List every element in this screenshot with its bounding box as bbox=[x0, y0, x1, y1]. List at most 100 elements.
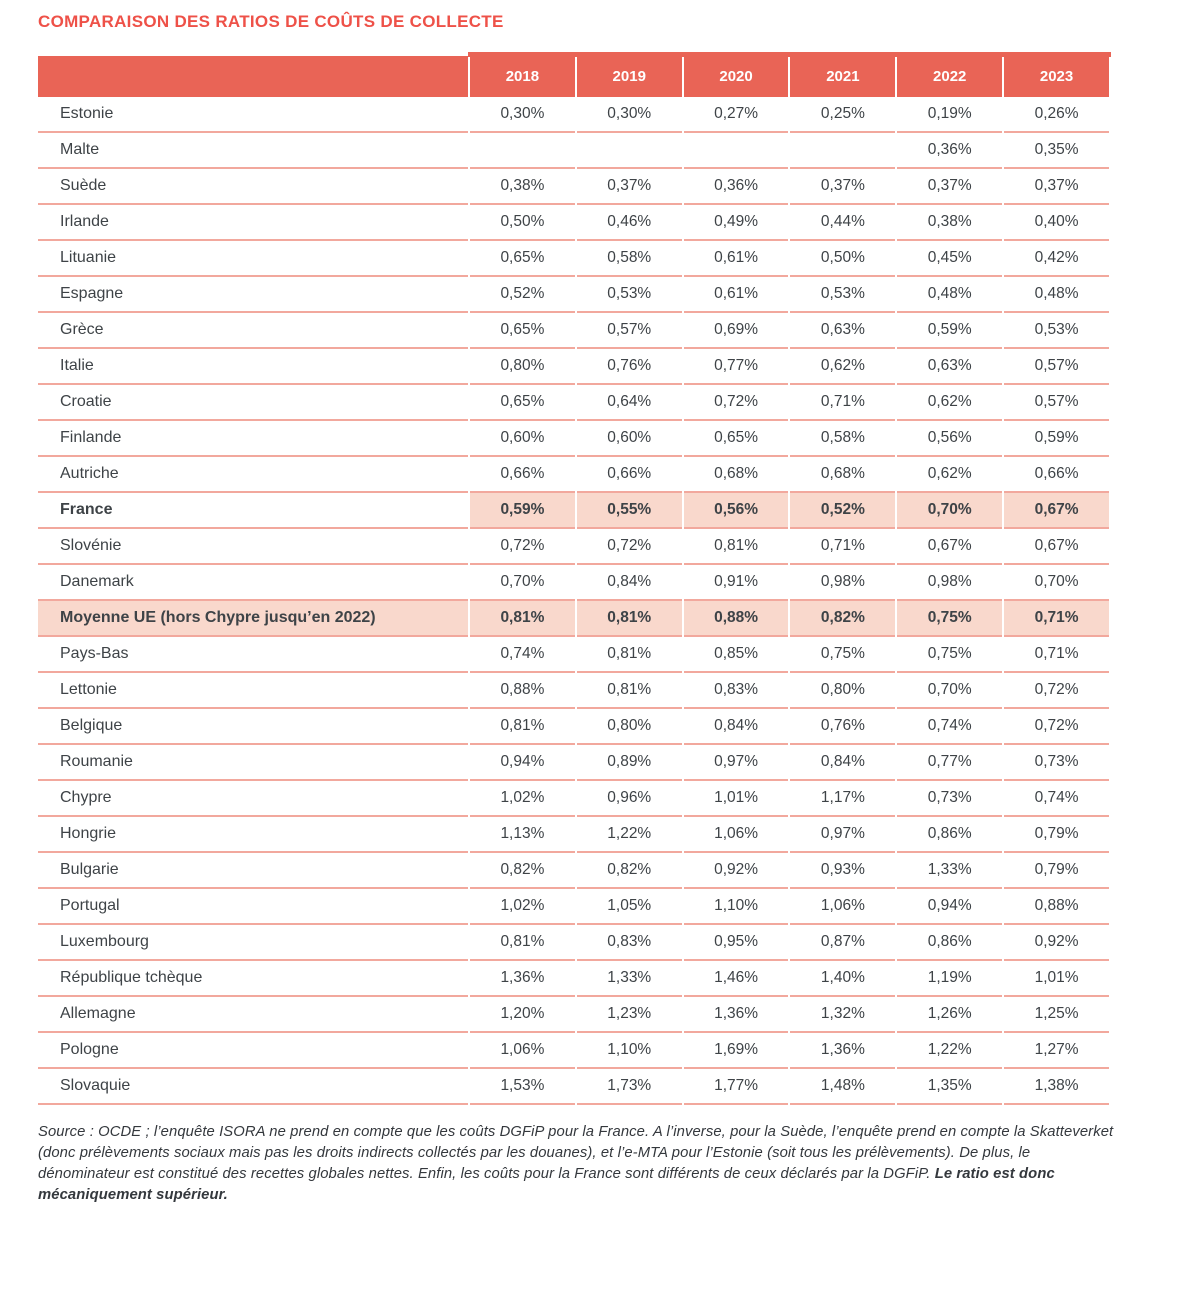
ratio-value: 0,82% bbox=[790, 601, 896, 637]
ratio-value: 0,37% bbox=[897, 169, 1003, 205]
ratio-value: 0,83% bbox=[576, 925, 682, 961]
cost-ratio-table: 2018 2019 2020 2021 2022 2023 Estonie 0,30% 0,3… bbox=[36, 52, 1111, 1105]
ratio-value: 0,85% bbox=[683, 637, 789, 673]
ratio-value: 0,64% bbox=[576, 385, 682, 421]
ratio-value: 0,37% bbox=[1004, 169, 1109, 205]
country-label: République tchèque bbox=[38, 961, 468, 997]
ratio-value: 1,20% bbox=[470, 997, 575, 1033]
table-row: Italie 0,80% 0,76% 0,77% 0,62% 0,63% 0,57% bbox=[38, 349, 1109, 385]
ratio-value: 0,62% bbox=[790, 349, 896, 385]
ratio-value: 0,58% bbox=[576, 241, 682, 277]
ratio-value: 0,53% bbox=[576, 277, 682, 313]
ratio-value: 0,81% bbox=[470, 601, 575, 637]
ratio-value: 0,70% bbox=[470, 565, 575, 601]
ratio-value: 0,69% bbox=[683, 313, 789, 349]
ratio-value: 0,60% bbox=[576, 421, 682, 457]
ratio-value: 0,73% bbox=[897, 781, 1003, 817]
table-row: Estonie 0,30% 0,30% 0,27% 0,25% 0,19% 0,26% bbox=[38, 97, 1109, 133]
column-header-2022: 2022 bbox=[895, 52, 1004, 97]
ratio-value: 0,63% bbox=[897, 349, 1003, 385]
table-row: Danemark 0,70% 0,84% 0,91% 0,98% 0,98% 0,70% bbox=[38, 565, 1109, 601]
country-label: Finlande bbox=[38, 421, 468, 457]
ratio-value: 0,88% bbox=[1004, 889, 1109, 925]
ratio-value: 0,57% bbox=[576, 313, 682, 349]
ratio-value: 1,02% bbox=[470, 889, 575, 925]
ratio-value: 0,63% bbox=[790, 313, 896, 349]
source-note-text: Source : OCDE ; l’enquête ISORA ne prend… bbox=[38, 1124, 1114, 1182]
table-row: Malte 0,36% 0,35% bbox=[38, 133, 1109, 169]
ratio-value: 0,59% bbox=[470, 493, 575, 529]
country-label: Slovaquie bbox=[38, 1069, 468, 1105]
ratio-value bbox=[576, 133, 682, 169]
ratio-value: 0,72% bbox=[470, 529, 575, 565]
ratio-value: 0,95% bbox=[683, 925, 789, 961]
ratio-value: 1,36% bbox=[470, 961, 575, 997]
country-label: Danemark bbox=[38, 565, 468, 601]
ratio-value: 0,50% bbox=[790, 241, 896, 277]
ratio-value: 0,94% bbox=[470, 745, 575, 781]
column-header-2018: 2018 bbox=[468, 52, 577, 97]
ratio-value: 0,77% bbox=[683, 349, 789, 385]
country-label: Portugal bbox=[38, 889, 468, 925]
table-row: Roumanie 0,94% 0,89% 0,97% 0,84% 0,77% 0,73% bbox=[38, 745, 1109, 781]
table-row: Pologne 1,06% 1,10% 1,69% 1,36% 1,22% 1,27% bbox=[38, 1033, 1109, 1069]
ratio-value: 1,01% bbox=[1004, 961, 1109, 997]
ratio-value: 0,72% bbox=[1004, 709, 1109, 745]
ratio-value: 0,72% bbox=[683, 385, 789, 421]
ratio-value: 1,10% bbox=[683, 889, 789, 925]
country-label: Chypre bbox=[38, 781, 468, 817]
ratio-value: 0,81% bbox=[470, 925, 575, 961]
table-row: Grèce 0,65% 0,57% 0,69% 0,63% 0,59% 0,53% bbox=[38, 313, 1109, 349]
ratio-value: 1,38% bbox=[1004, 1069, 1109, 1105]
ratio-value: 0,55% bbox=[576, 493, 682, 529]
ratio-value: 0,59% bbox=[1004, 421, 1109, 457]
ratio-value: 1,01% bbox=[683, 781, 789, 817]
table-row: Luxembourg 0,81% 0,83% 0,95% 0,87% 0,86% 0,92% bbox=[38, 925, 1109, 961]
ratio-value: 0,97% bbox=[683, 745, 789, 781]
country-label: Pologne bbox=[38, 1033, 468, 1069]
ratio-value: 1,73% bbox=[576, 1069, 682, 1105]
ratio-value: 0,61% bbox=[683, 241, 789, 277]
country-label: Lituanie bbox=[38, 241, 468, 277]
ratio-value: 0,48% bbox=[1004, 277, 1109, 313]
ratio-value: 0,94% bbox=[897, 889, 1003, 925]
ratio-value: 0,89% bbox=[576, 745, 682, 781]
country-label: Roumanie bbox=[38, 745, 468, 781]
table-row: Slovaquie 1,53% 1,73% 1,77% 1,48% 1,35% 1,38% bbox=[38, 1069, 1109, 1105]
ratio-value: 1,36% bbox=[683, 997, 789, 1033]
ratio-value: 0,87% bbox=[790, 925, 896, 961]
ratio-value: 0,82% bbox=[470, 853, 575, 889]
ratio-value bbox=[683, 133, 789, 169]
table-row: Chypre 1,02% 0,96% 1,01% 1,17% 0,73% 0,74% bbox=[38, 781, 1109, 817]
ratio-value: 0,38% bbox=[897, 205, 1003, 241]
ratio-value: 0,80% bbox=[470, 349, 575, 385]
ratio-value: 1,32% bbox=[790, 997, 896, 1033]
country-label: Italie bbox=[38, 349, 468, 385]
ratio-value: 0,81% bbox=[576, 673, 682, 709]
ratio-value: 0,66% bbox=[470, 457, 575, 493]
column-header-2023: 2023 bbox=[1002, 52, 1111, 97]
ratio-value: 1,22% bbox=[576, 817, 682, 853]
ratio-value: 1,33% bbox=[897, 853, 1003, 889]
ratio-value: 0,57% bbox=[1004, 385, 1109, 421]
country-label: Autriche bbox=[38, 457, 468, 493]
ratio-value: 0,36% bbox=[683, 169, 789, 205]
ratio-value: 0,81% bbox=[576, 637, 682, 673]
country-label: Suède bbox=[38, 169, 468, 205]
ratio-value: 0,46% bbox=[576, 205, 682, 241]
country-label: Allemagne bbox=[38, 997, 468, 1033]
ratio-value: 1,06% bbox=[470, 1033, 575, 1069]
ratio-value: 0,75% bbox=[897, 637, 1003, 673]
ratio-value: 1,05% bbox=[576, 889, 682, 925]
ratio-value: 0,52% bbox=[790, 493, 896, 529]
table-row: Finlande 0,60% 0,60% 0,65% 0,58% 0,56% 0,59% bbox=[38, 421, 1109, 457]
ratio-value: 0,98% bbox=[790, 565, 896, 601]
ratio-value: 0,65% bbox=[470, 385, 575, 421]
table-row: Portugal 1,02% 1,05% 1,10% 1,06% 0,94% 0,88% bbox=[38, 889, 1109, 925]
ratio-value: 0,86% bbox=[897, 925, 1003, 961]
ratio-value: 0,56% bbox=[683, 493, 789, 529]
ratio-value: 0,74% bbox=[897, 709, 1003, 745]
ratio-value: 0,74% bbox=[470, 637, 575, 673]
table-row-highlighted: France 0,59% 0,55% 0,56% 0,52% 0,70% 0,67% bbox=[38, 493, 1109, 529]
country-label: Grèce bbox=[38, 313, 468, 349]
